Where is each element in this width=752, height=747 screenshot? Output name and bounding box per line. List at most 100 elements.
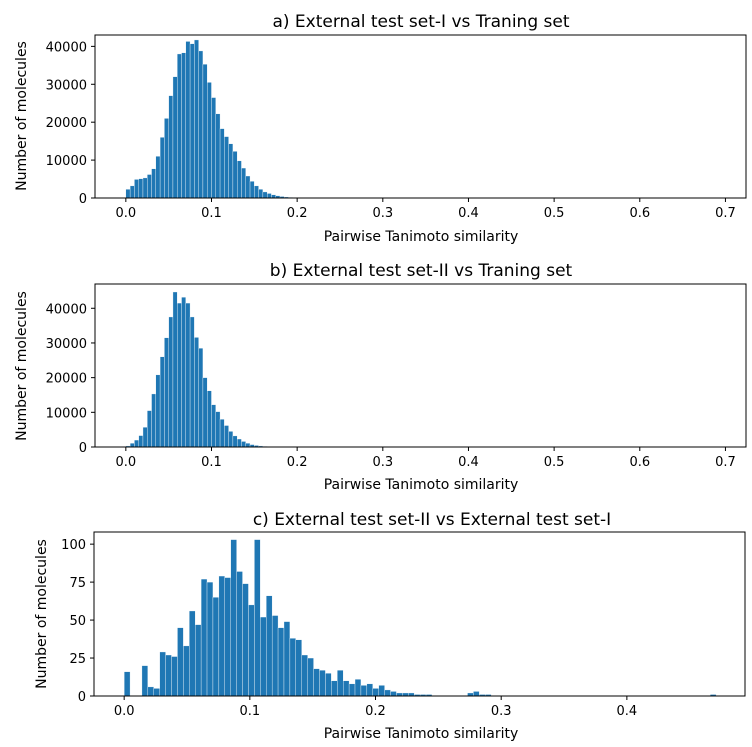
y-tick-label-c: 75 [69,576,86,591]
chart-panel-b: b) External test set-II vs Traning set 0… [14,261,747,493]
plot-frame-a [94,34,747,199]
histogram-bar-b [207,390,212,448]
x-tick-label-a: 0.3 [372,206,393,221]
histogram-bar-a [159,137,165,199]
histogram-bar-c [189,610,196,697]
histogram-bar-b [164,337,169,448]
y-axis-label-a: Number of molecules [14,41,30,191]
histogram-bar-c [254,539,261,697]
x-tick-label-b: 0.7 [715,455,736,470]
histogram-bar-c [295,639,302,697]
y-tick-label-b: 0 [79,441,87,456]
y-tick-label-a: 40000 [46,40,87,55]
histogram-bar-a [228,143,234,199]
y-axis-ticks-c: 0 25 50 75 100 [61,538,94,705]
histogram-bar-a [189,43,195,199]
histogram-bar-c [147,686,154,697]
histogram-bar-c [354,679,362,697]
y-tick-label-b: 10000 [46,406,87,421]
histogram-bar-a [181,52,186,199]
y-axis-label-b: Number of molecules [14,291,30,441]
histogram-bar-b [151,393,156,448]
y-tick-label-b: 40000 [46,302,87,317]
histogram-bar-c [171,656,178,697]
histogram-bar-b [177,302,182,448]
histogram-bar-b [198,347,204,448]
histogram-bar-c [123,671,131,697]
histogram-bar-c [390,691,397,697]
histogram-bar-a [168,95,174,199]
histogram-bar-c [159,651,166,697]
histogram-bar-c [153,688,160,697]
histogram-bar-c [331,680,338,697]
x-tick-label-a: 0.6 [629,206,650,221]
histogram-bar-a [151,168,156,199]
y-axis-ticks-a: 0 10000 20000 30000 40000 [46,40,95,207]
chart-title-c: c) External test set-II vs External test… [253,510,611,530]
histogram-bar-c [236,571,243,697]
histogram-bar-a [172,76,178,199]
y-tick-label-b: 30000 [46,337,87,352]
histogram-bar-c [378,685,385,697]
histogram-bar-c [337,670,344,697]
histogram-bar-a [198,50,204,199]
histogram-bar-a [262,191,268,199]
histogram-bars-c [123,539,717,697]
histogram-bar-b [134,439,139,448]
histogram-bar-c [183,645,190,697]
histogram-bar-a [125,189,131,199]
histogram-bar-c [248,604,255,697]
histogram-bar-a [237,160,242,199]
histogram-bar-b [159,356,165,448]
histogram-bars-b [125,291,311,448]
histogram-bar-c [348,683,356,697]
histogram-bar-c [141,665,149,697]
y-tick-label-b: 20000 [46,372,87,387]
histogram-bar-c [212,597,220,697]
histogram-bar-c [384,689,391,697]
chart-panel-c: c) External test set-II vs External test… [34,510,746,742]
x-axis-label-b: Pairwise Tanimoto similarity [324,477,519,493]
histogram-bar-c [372,688,379,697]
x-tick-label-b: 0.5 [544,455,565,470]
x-tick-label-b: 0.6 [629,455,650,470]
x-tick-label-c: 0.1 [239,704,260,719]
histogram-bar-b [129,443,135,448]
y-tick-label-c: 100 [61,538,86,553]
histogram-bar-c [195,624,202,697]
histogram-bar-c [277,627,285,697]
histogram-bar-b [228,431,234,448]
histogram-bar-c [224,577,231,697]
histogram-bar-c [289,638,296,697]
y-axis-label-c: Number of molecules [34,539,50,689]
histogram-bar-c [242,583,249,697]
histogram-bar-c [165,654,172,697]
histogram-bar-c [218,575,225,697]
histogram-bars-a [125,39,349,199]
chart-title-b: b) External test set-II vs Traning set [270,261,573,281]
histogram-bar-b [237,438,242,448]
x-tick-label-b: 0.3 [372,455,393,470]
histogram-bar-a [232,151,238,199]
histogram-bar-a [207,82,212,199]
histogram-bar-c [307,657,314,697]
histogram-bar-a [258,189,264,199]
histogram-bar-b [172,291,178,448]
histogram-bar-a [134,179,139,199]
y-tick-label-c: 50 [69,614,86,629]
histogram-bar-b [202,377,208,448]
histogram-bar-b [147,410,152,448]
histogram-bar-a [241,167,246,199]
histogram-bar-c [230,539,237,697]
x-axis-ticks-a: 0.0 0.1 0.2 0.3 0.4 0.5 0.6 0.7 [115,198,736,221]
histogram-bar-a [224,136,229,199]
histogram-bar-a [194,39,199,199]
histogram-bar-c [266,595,273,697]
histogram-bar-a [249,181,255,199]
x-tick-label-a: 0.5 [544,206,565,221]
x-tick-label-b: 0.1 [201,455,222,470]
histogram-bar-a [177,53,182,199]
histogram-bar-a [129,185,135,199]
x-tick-label-a: 0.1 [201,206,222,221]
